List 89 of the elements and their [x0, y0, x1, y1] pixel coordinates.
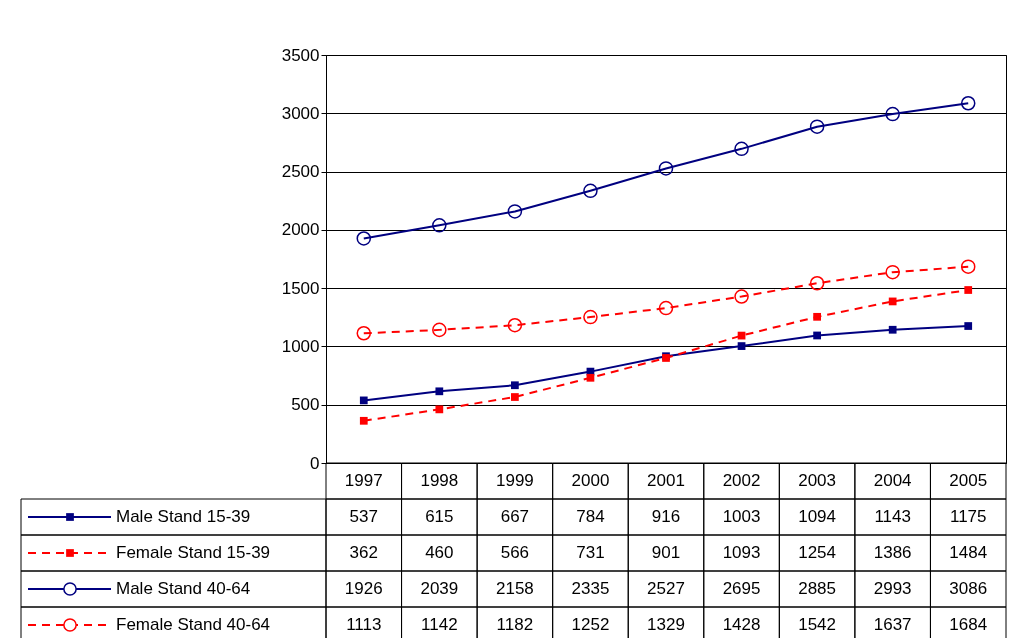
legend-label: Female Stand 15-39 [116, 543, 271, 562]
data-label: 362 [349, 543, 378, 562]
point [586, 373, 595, 382]
point [359, 416, 368, 425]
data-label: 2335 [571, 579, 610, 598]
data-label: 1637 [873, 615, 912, 634]
point [737, 342, 746, 350]
data-label: 1542 [798, 615, 837, 634]
data-label: 1484 [949, 543, 988, 562]
y-tick-label: 3500 [281, 45, 320, 65]
point [658, 300, 674, 316]
point [964, 286, 973, 294]
point [511, 381, 519, 390]
data-label: 2158 [495, 579, 534, 598]
point [888, 325, 897, 334]
data-label: 3086 [949, 579, 988, 598]
data-label: 537 [349, 507, 378, 526]
y-tick-label: 2000 [281, 220, 320, 240]
point [960, 259, 976, 274]
y-tick-label: 0 [310, 453, 320, 473]
data-label: 784 [576, 507, 605, 526]
data-label: 1386 [873, 543, 912, 562]
data-label: 1113 [346, 615, 382, 634]
legend-label: Male Stand 15-39 [116, 507, 251, 526]
data-label: 2039 [420, 579, 459, 598]
legend-label: Male Stand 40-64 [116, 579, 251, 598]
x-tick-label: 1997 [344, 471, 383, 490]
data-label: 667 [500, 507, 530, 526]
data-label: 2993 [873, 579, 912, 598]
data-label: 1142 [421, 615, 458, 634]
point [960, 96, 976, 111]
data-label: 1143 [874, 507, 911, 526]
point [813, 331, 821, 340]
y-tick-label: 2500 [281, 162, 320, 182]
point [734, 141, 749, 157]
y-tick-label: 1500 [281, 278, 320, 298]
point [658, 161, 674, 176]
x-tick-label: 2004 [873, 471, 912, 490]
point [809, 275, 825, 291]
x-tick-label: 2003 [798, 471, 837, 490]
point [356, 231, 372, 246]
data-label: 901 [651, 543, 681, 562]
data-label: 1093 [722, 543, 761, 562]
point [432, 218, 447, 233]
x-tick-label: 2000 [571, 471, 610, 490]
data-label: 731 [576, 543, 605, 562]
y-tick-label: 1000 [281, 336, 320, 356]
data-label: 1428 [722, 615, 761, 634]
data-label: 1252 [571, 615, 610, 634]
point [964, 322, 973, 330]
point [356, 326, 372, 341]
data-label: 615 [425, 507, 454, 526]
data-label: 2527 [647, 579, 685, 598]
data-label: 1329 [647, 615, 685, 634]
data-label: 1684 [949, 615, 988, 634]
y-tick-label: 500 [291, 395, 320, 415]
x-tick-label: 2002 [722, 471, 761, 490]
data-label: 2695 [722, 579, 761, 598]
x-tick-label: 2001 [647, 471, 685, 490]
point [432, 322, 447, 338]
point [809, 119, 825, 134]
point [885, 264, 900, 280]
data-label: 1094 [798, 507, 837, 526]
data-label: 1182 [496, 615, 534, 634]
data-label: 1175 [949, 507, 987, 526]
data-label: 916 [651, 507, 681, 526]
data-label: 2885 [798, 579, 837, 598]
point [813, 312, 821, 321]
x-tick-label: 1999 [495, 471, 534, 490]
point [583, 183, 598, 199]
point [359, 396, 368, 405]
x-tick-label: 2005 [949, 471, 988, 490]
point [507, 204, 523, 219]
point [435, 387, 444, 396]
data-label: 566 [500, 543, 530, 562]
point [885, 106, 900, 122]
x-tick-label: 1998 [420, 471, 459, 490]
data-label: 460 [425, 543, 454, 562]
point [435, 405, 444, 414]
legend-label: Female Stand 40-64 [116, 615, 271, 634]
data-label: 1003 [722, 507, 761, 526]
point [511, 393, 519, 401]
point [734, 289, 749, 304]
point [507, 317, 523, 333]
point [583, 309, 598, 325]
point [888, 297, 897, 306]
data-label: 1926 [344, 579, 383, 598]
y-tick-label: 3000 [281, 103, 320, 123]
data-label: 1254 [798, 543, 837, 562]
